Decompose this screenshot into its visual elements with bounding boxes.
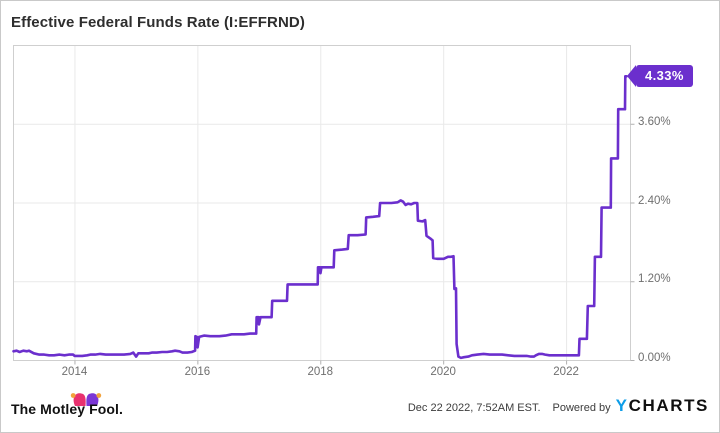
x-tick-label: 2022 [553, 366, 579, 378]
y-tick-label: 0.00% [638, 352, 671, 364]
badge-arrow-icon [627, 64, 636, 87]
timestamp: Dec 22 2022, 7:52AM EST. [407, 402, 541, 414]
motley-fool-logo: The Motley Fool. [11, 393, 124, 419]
ycharts-wordmark: CHARTS [628, 396, 709, 415]
x-tick-label: 2018 [307, 366, 334, 378]
jester-hat-icon [70, 393, 102, 406]
last-value-badge: 4.33% [627, 64, 693, 87]
chart-title: Effective Federal Funds Rate (I:EFFRND) [11, 14, 305, 31]
y-tick-label: 2.40% [638, 194, 671, 207]
y-tick-label: 1.20% [638, 273, 671, 286]
ycharts-y-mark: Y [615, 396, 629, 415]
footer: The Motley Fool. Dec 22 2022, 7:52AM EST… [1, 390, 719, 432]
ycharts-logo: YCHARTS [616, 396, 709, 416]
last-value-label: 4.33% [636, 64, 693, 87]
plot-area [12, 45, 635, 365]
x-tick-label: 2016 [184, 366, 211, 378]
y-tick-label: 3.60% [638, 115, 671, 128]
motley-fool-wordmark: The Motley Fool. [11, 401, 124, 417]
x-tick-label: 2020 [430, 366, 456, 378]
powered-by-label: Powered by [552, 402, 611, 414]
x-tick-label: 2014 [61, 366, 88, 378]
series-line [12, 74, 628, 360]
footer-right: Dec 22 2022, 7:52AM EST. Powered by YCHA… [408, 396, 709, 416]
